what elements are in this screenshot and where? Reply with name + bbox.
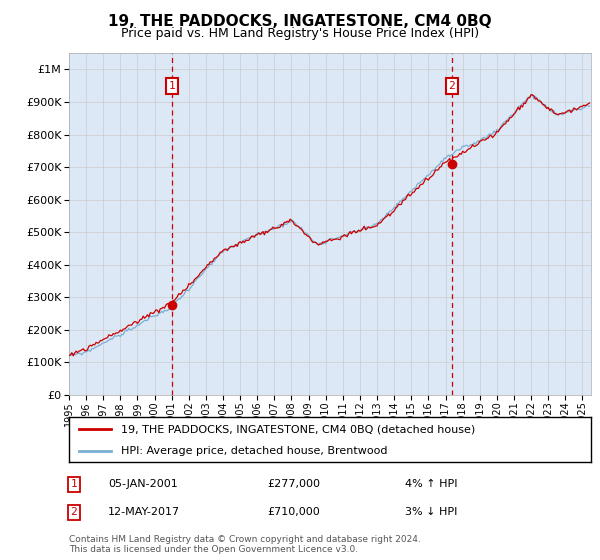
Text: 2: 2 [448, 81, 455, 91]
Text: 12-MAY-2017: 12-MAY-2017 [108, 507, 180, 517]
Text: 3% ↓ HPI: 3% ↓ HPI [405, 507, 457, 517]
Text: 2: 2 [70, 507, 77, 517]
Text: 05-JAN-2001: 05-JAN-2001 [108, 479, 178, 489]
Text: 1: 1 [70, 479, 77, 489]
Text: 19, THE PADDOCKS, INGATESTONE, CM4 0BQ: 19, THE PADDOCKS, INGATESTONE, CM4 0BQ [108, 14, 492, 29]
Text: HPI: Average price, detached house, Brentwood: HPI: Average price, detached house, Bren… [121, 446, 388, 456]
Text: Price paid vs. HM Land Registry's House Price Index (HPI): Price paid vs. HM Land Registry's House … [121, 27, 479, 40]
Text: £277,000: £277,000 [267, 479, 320, 489]
Text: 1: 1 [169, 81, 176, 91]
Text: 19, THE PADDOCKS, INGATESTONE, CM4 0BQ (detached house): 19, THE PADDOCKS, INGATESTONE, CM4 0BQ (… [121, 424, 475, 435]
Text: Contains HM Land Registry data © Crown copyright and database right 2024.
This d: Contains HM Land Registry data © Crown c… [69, 535, 421, 554]
Text: £710,000: £710,000 [267, 507, 320, 517]
Text: 4% ↑ HPI: 4% ↑ HPI [405, 479, 458, 489]
